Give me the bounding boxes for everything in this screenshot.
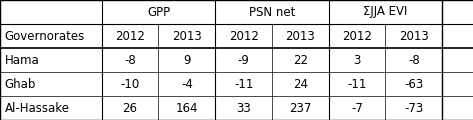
Text: GPP: GPP xyxy=(147,6,170,18)
Text: -8: -8 xyxy=(408,54,420,66)
Text: Hama: Hama xyxy=(5,54,39,66)
Text: -73: -73 xyxy=(404,102,423,114)
Text: 9: 9 xyxy=(183,54,191,66)
Text: -8: -8 xyxy=(124,54,136,66)
Text: 3: 3 xyxy=(353,54,361,66)
Text: -4: -4 xyxy=(181,78,193,90)
Text: 26: 26 xyxy=(123,102,138,114)
Text: Governorates: Governorates xyxy=(5,30,85,42)
Text: 22: 22 xyxy=(293,54,308,66)
Text: 237: 237 xyxy=(289,102,312,114)
Text: 164: 164 xyxy=(175,102,198,114)
Text: 2013: 2013 xyxy=(286,30,315,42)
Text: PSN net: PSN net xyxy=(249,6,295,18)
Text: -7: -7 xyxy=(351,102,363,114)
Text: -11: -11 xyxy=(348,78,367,90)
Text: 2013: 2013 xyxy=(172,30,201,42)
Text: -10: -10 xyxy=(121,78,140,90)
Text: 2012: 2012 xyxy=(342,30,372,42)
Text: ΣJJA EVI: ΣJJA EVI xyxy=(363,6,408,18)
Text: 2012: 2012 xyxy=(228,30,259,42)
Text: Al-Hassake: Al-Hassake xyxy=(5,102,70,114)
Text: 2013: 2013 xyxy=(399,30,429,42)
Text: Ghab: Ghab xyxy=(5,78,36,90)
Text: -11: -11 xyxy=(234,78,253,90)
Text: 24: 24 xyxy=(293,78,308,90)
Text: 33: 33 xyxy=(236,102,251,114)
Text: 2012: 2012 xyxy=(115,30,145,42)
Text: -9: -9 xyxy=(237,54,250,66)
Text: -63: -63 xyxy=(404,78,423,90)
